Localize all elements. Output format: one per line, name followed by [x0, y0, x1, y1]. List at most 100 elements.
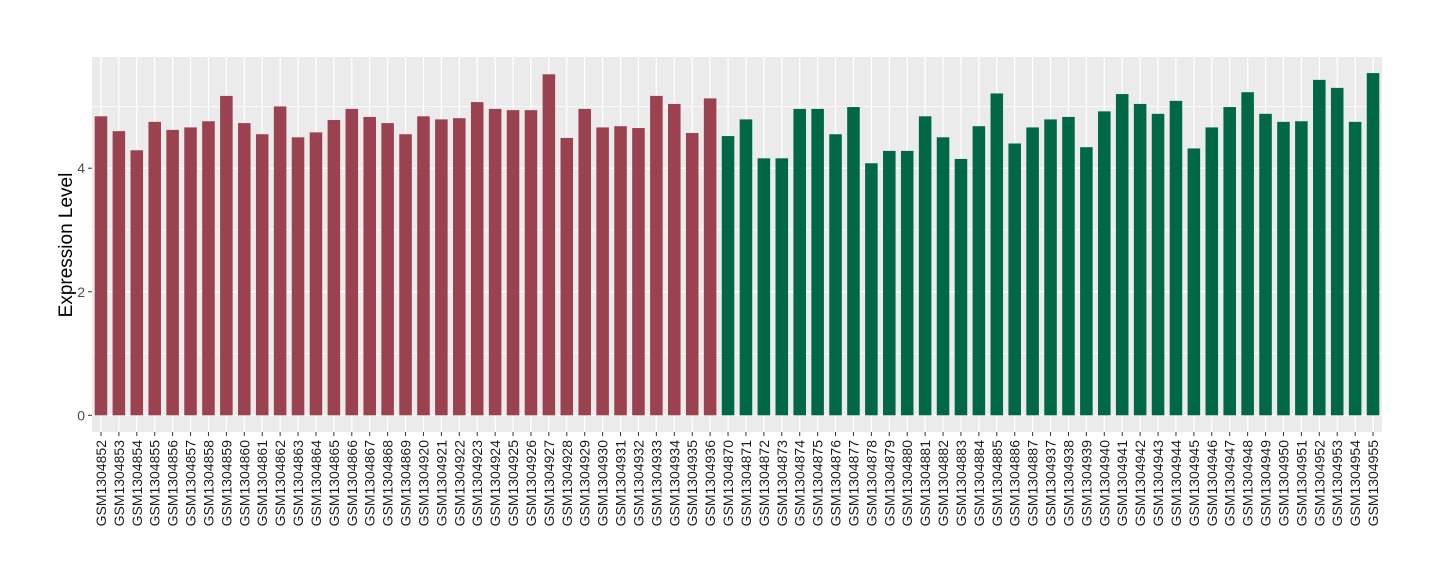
bar-GSM1304855	[148, 121, 161, 416]
bar-GSM1304884	[972, 126, 986, 416]
bar-GSM1304939	[1080, 147, 1093, 416]
bar-GSM1304932	[632, 128, 645, 416]
bar-GSM1304953	[1330, 87, 1344, 416]
bar-GSM1304935	[685, 132, 699, 416]
bar-GSM1304886	[1008, 143, 1021, 416]
x-tick-label: GSM1304883	[953, 440, 969, 527]
bar-GSM1304882	[936, 137, 950, 416]
x-tick-label: GSM1304873	[774, 440, 790, 527]
bar-GSM1304921	[435, 119, 448, 416]
plot-panel	[92, 57, 1382, 432]
x-tick-label: GSM1304947	[1222, 440, 1238, 527]
bar-GSM1304866	[345, 108, 359, 416]
bars	[94, 73, 1380, 416]
bar-GSM1304925	[506, 110, 520, 416]
bar-GSM1304931	[614, 126, 627, 416]
x-tick-label: GSM1304948	[1240, 440, 1256, 527]
bar-GSM1304852	[94, 116, 108, 416]
x-tick-label: GSM1304926	[523, 440, 539, 527]
bar-GSM1304858	[202, 121, 215, 416]
x-tick-label: GSM1304886	[1007, 440, 1023, 527]
bar-GSM1304945	[1187, 148, 1201, 416]
bar-GSM1304885	[990, 93, 1004, 416]
x-tick-label: GSM1304861	[254, 440, 270, 527]
bar-GSM1304871	[739, 119, 753, 416]
bar-GSM1304857	[184, 127, 197, 416]
bar-GSM1304878	[865, 163, 878, 416]
bar-GSM1304955	[1366, 73, 1380, 416]
x-tick-label: GSM1304875	[810, 440, 826, 527]
bar-GSM1304949	[1259, 113, 1272, 416]
bar-GSM1304863	[291, 137, 305, 416]
x-tick-label: GSM1304874	[792, 440, 808, 527]
x-tick-label: GSM1304854	[129, 440, 145, 527]
x-tick-label: GSM1304953	[1329, 440, 1345, 527]
bar-GSM1304954	[1348, 121, 1362, 416]
x-tick-label: GSM1304936	[702, 440, 718, 527]
x-tick-label: GSM1304867	[362, 440, 378, 527]
x-tick-label: GSM1304871	[738, 440, 754, 527]
x-tick-label: GSM1304877	[845, 440, 861, 527]
bar-GSM1304861	[255, 134, 269, 416]
bar-GSM1304937	[1044, 119, 1057, 416]
x-tick-label: GSM1304887	[1025, 440, 1041, 527]
y-axis: 0 2 4	[77, 160, 92, 423]
bar-GSM1304940	[1098, 111, 1111, 416]
x-tick-label: GSM1304937	[1043, 440, 1059, 527]
x-tick-label: GSM1304955	[1365, 440, 1381, 527]
bar-GSM1304934	[668, 103, 681, 416]
x-tick-label: GSM1304928	[559, 440, 575, 527]
x-tick-label: GSM1304872	[756, 440, 772, 527]
bar-GSM1304853	[112, 131, 126, 416]
x-tick-label: GSM1304923	[469, 440, 485, 527]
x-tick-label: GSM1304934	[666, 440, 682, 527]
bar-GSM1304942	[1133, 103, 1147, 416]
x-axis: GSM1304852 GSM1304853 GSM1304854 GSM1304855…	[93, 432, 1381, 526]
x-tick-label: GSM1304870	[720, 440, 736, 527]
bar-GSM1304926	[524, 110, 538, 416]
bar-GSM1304864	[309, 132, 323, 416]
bar-GSM1304876	[829, 134, 842, 416]
x-tick-label: GSM1304933	[648, 440, 664, 527]
x-tick-label: GSM1304930	[595, 440, 611, 527]
bar-GSM1304941	[1115, 94, 1129, 416]
bar-GSM1304947	[1223, 107, 1236, 416]
bar-GSM1304923	[470, 102, 484, 416]
bar-GSM1304867	[363, 116, 376, 416]
bar-GSM1304865	[327, 120, 341, 416]
x-tick-label: GSM1304869	[398, 440, 414, 527]
bar-GSM1304930	[596, 127, 609, 416]
bar-GSM1304943	[1151, 113, 1165, 416]
x-tick-label: GSM1304855	[147, 440, 163, 527]
bar-GSM1304875	[811, 108, 824, 416]
bar-GSM1304948	[1241, 92, 1254, 416]
x-tick-label: GSM1304866	[344, 440, 360, 527]
y-tick-label: 4	[77, 160, 85, 176]
x-tick-label: GSM1304929	[577, 440, 593, 527]
x-tick-label: GSM1304942	[1132, 440, 1148, 527]
bar-GSM1304862	[273, 106, 287, 416]
x-tick-label: GSM1304920	[415, 440, 431, 527]
x-tick-label: GSM1304856	[165, 440, 181, 527]
x-tick-label: GSM1304922	[451, 440, 467, 527]
x-tick-label: GSM1304946	[1204, 440, 1220, 527]
y-axis-title: Expression Level	[56, 173, 77, 318]
x-tick-label: GSM1304944	[1168, 440, 1184, 527]
x-tick-label: GSM1304880	[899, 440, 915, 527]
bar-GSM1304872	[757, 158, 771, 416]
x-tick-label: GSM1304863	[290, 440, 306, 527]
bar-GSM1304951	[1295, 121, 1308, 416]
x-tick-label: GSM1304868	[380, 440, 396, 527]
x-tick-label: GSM1304954	[1347, 440, 1363, 527]
y-tick-label: 0	[77, 407, 85, 423]
x-tick-label: GSM1304932	[630, 440, 646, 527]
x-tick-label: GSM1304858	[200, 440, 216, 527]
x-tick-label: GSM1304924	[487, 440, 503, 527]
bar-GSM1304938	[1062, 116, 1075, 416]
x-tick-label: GSM1304952	[1311, 440, 1327, 527]
x-tick-label: GSM1304882	[935, 440, 951, 527]
x-tick-label: GSM1304931	[613, 440, 629, 527]
bar-GSM1304870	[721, 136, 735, 416]
bar-GSM1304860	[238, 123, 251, 416]
